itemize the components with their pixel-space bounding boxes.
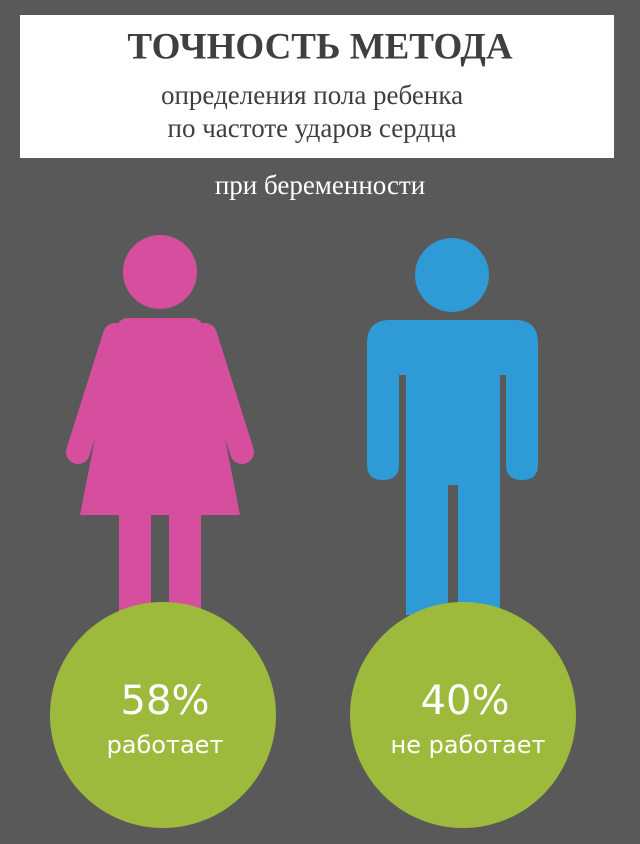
subtitle: определения пола ребенка	[161, 80, 463, 110]
leg	[169, 505, 201, 615]
stat-text: работает	[107, 731, 224, 759]
stat-male: 40% не работает	[350, 602, 576, 828]
body	[367, 320, 538, 615]
stat-female: 58% работает	[50, 602, 276, 828]
male-figure	[367, 238, 538, 615]
title: ТОЧНОСТЬ МЕТОДА	[127, 26, 513, 67]
subtitle: по частоте ударов сердца	[168, 113, 457, 143]
header-box	[20, 15, 614, 158]
stat-circle	[350, 602, 576, 828]
arm	[66, 323, 127, 464]
leg	[119, 505, 151, 615]
stat-circle	[50, 602, 276, 828]
arm	[193, 323, 254, 464]
dress	[80, 318, 240, 515]
head	[123, 235, 197, 309]
stat-text: не работает	[391, 731, 546, 759]
caption: при беременности	[215, 170, 425, 200]
stat-value: 58%	[121, 678, 210, 724]
head	[415, 238, 489, 312]
female-figure	[66, 235, 254, 615]
stat-value: 40%	[421, 678, 510, 724]
